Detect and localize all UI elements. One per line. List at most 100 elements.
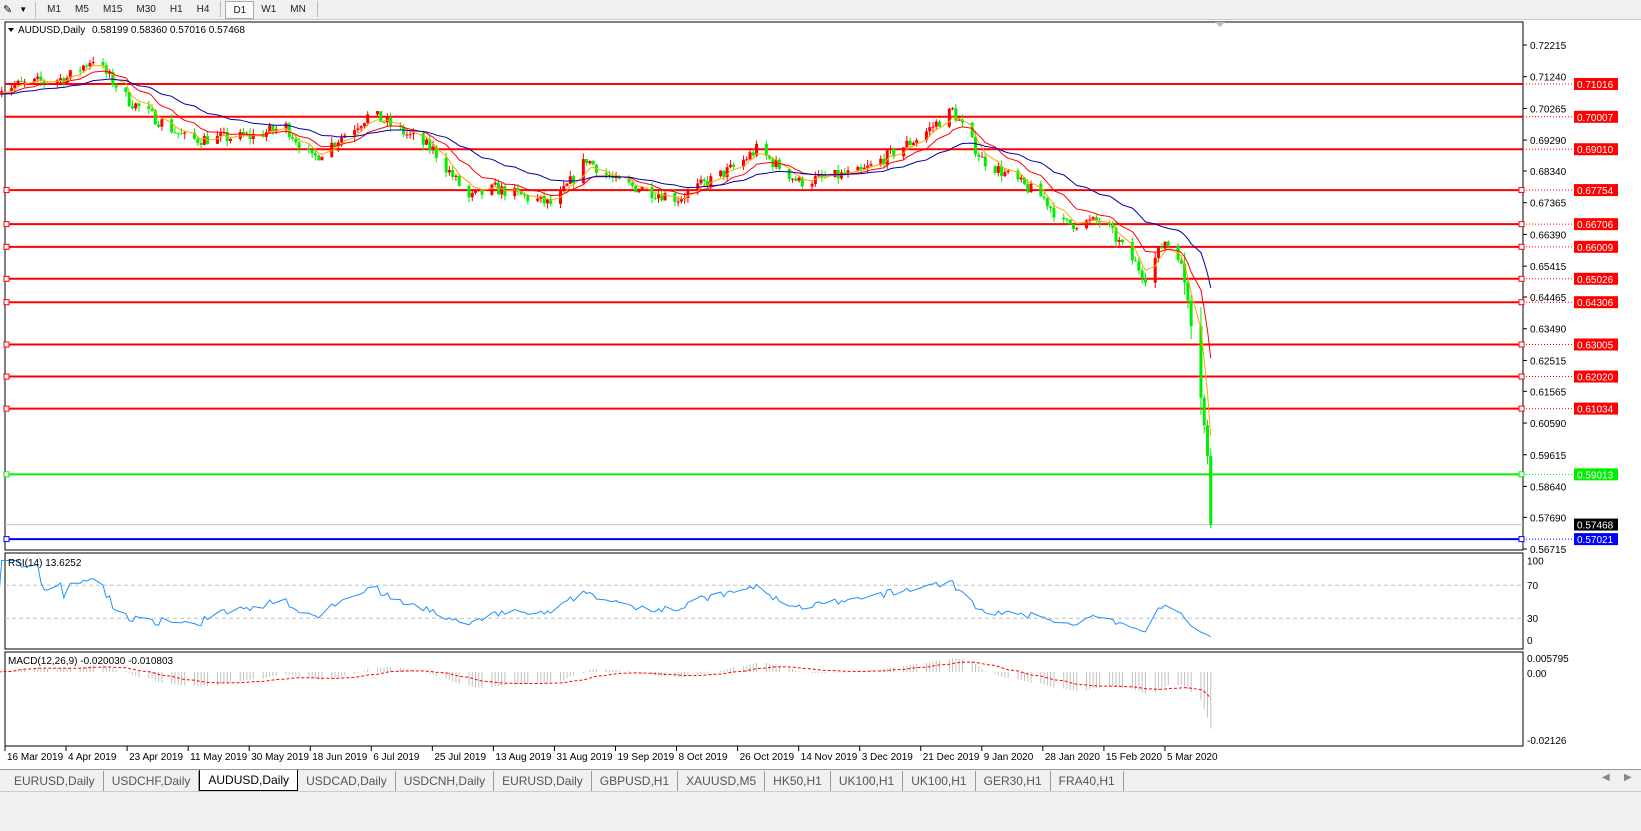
candle-body — [676, 201, 680, 203]
candle-body — [657, 194, 661, 199]
chart-tab[interactable]: XAUUSD,M5 — [678, 771, 766, 791]
candle-body — [634, 185, 638, 193]
chart-tab[interactable]: GER30,H1 — [976, 771, 1051, 791]
candle-body — [310, 149, 314, 154]
candle-body — [755, 143, 759, 156]
candle-body — [545, 199, 549, 204]
timeframe-h1[interactable]: H1 — [169, 3, 183, 15]
timeframe-toolbar: ✎ ▼ M1 M5 M15 M30 H1 H4 D1 W1 MN — [0, 0, 1641, 20]
chart-tab[interactable]: EURUSD,Daily — [6, 771, 104, 791]
timeframe-w1[interactable]: W1 — [261, 3, 277, 15]
level-handle — [3, 536, 10, 543]
chart-tab[interactable]: UK100,H1 — [903, 771, 976, 791]
candle-body — [130, 106, 134, 109]
date-label: 13 Aug 2019 — [495, 752, 552, 763]
candle-body — [228, 138, 232, 142]
candle-body — [1166, 241, 1170, 246]
level-price-tag — [1574, 468, 1618, 481]
level-price-tag — [1574, 143, 1618, 156]
candle-body — [147, 106, 151, 109]
level-handle — [1518, 275, 1525, 282]
candle-body — [500, 186, 504, 195]
level-price-tag — [1574, 240, 1618, 253]
candle-body — [359, 126, 363, 129]
candle-body — [706, 181, 710, 187]
scroll-right-icon[interactable]: ▶ — [1624, 772, 1632, 783]
candle-body — [728, 164, 732, 168]
timeframe-d1[interactable]: D1 — [225, 0, 255, 19]
candle-body — [362, 123, 366, 127]
level-handle — [3, 243, 10, 250]
scroll-left-icon[interactable]: ◀ — [1602, 772, 1610, 783]
candle-body — [356, 128, 360, 130]
timeframe-m1[interactable]: M1 — [47, 3, 62, 15]
chart-tab[interactable]: FRA40,H1 — [1051, 771, 1124, 791]
candle-body — [202, 136, 206, 145]
candle-body — [1042, 196, 1046, 198]
price-tick-label: 0.58640 — [1530, 482, 1567, 493]
candle-body — [170, 119, 174, 133]
candle-body — [0, 91, 4, 95]
candle-body — [274, 129, 278, 132]
candle-body — [382, 121, 386, 123]
level-handle — [1518, 373, 1525, 380]
candle-body — [160, 119, 164, 127]
candle-body — [640, 187, 644, 190]
level-price-label: 0.66009 — [1577, 243, 1614, 254]
chart-tab[interactable]: HK50,H1 — [765, 771, 831, 791]
timeframe-m30[interactable]: M30 — [136, 3, 156, 15]
candle-body — [1039, 183, 1043, 197]
date-label: 31 Aug 2019 — [556, 752, 613, 763]
candle-body — [457, 175, 461, 186]
price-tick-label: 0.70265 — [1530, 104, 1567, 115]
line-tools-icon[interactable]: ✎ — [3, 4, 13, 16]
candle-body — [1006, 170, 1010, 173]
candle-body — [774, 159, 778, 168]
candle-body — [523, 194, 527, 196]
chart-tab[interactable]: USDCAD,Daily — [298, 771, 396, 791]
candle-body — [611, 176, 615, 179]
candle-body — [1163, 241, 1167, 249]
date-label: 18 Jun 2019 — [312, 752, 367, 763]
candle-body — [1202, 397, 1206, 426]
candle-body — [1049, 206, 1053, 208]
candle-body — [1134, 260, 1138, 262]
price-tick-label: 0.62515 — [1530, 356, 1567, 367]
date-label: 14 Nov 2019 — [801, 752, 858, 763]
candle-body — [59, 78, 63, 81]
current-price-label: 0.57468 — [1577, 521, 1614, 532]
price-chart[interactable]: 0.72215 0.71240 0.70265 0.69290 0.68340 0.673… — [0, 20, 1641, 769]
candle-body — [42, 80, 46, 83]
chart-tab[interactable]: EURUSD,Daily — [494, 771, 592, 791]
candle-body — [928, 127, 932, 132]
timeframe-mn[interactable]: MN — [290, 3, 306, 15]
timeframe-m15[interactable]: M15 — [102, 3, 123, 15]
candle-body — [402, 126, 406, 135]
candle-body — [764, 143, 768, 156]
candle-body — [1085, 220, 1089, 229]
candle-body — [85, 65, 89, 67]
timeframe-buttons: M1 M5 M15 M30 H1 H4 D1 W1 MN — [40, 0, 322, 19]
candle-body — [1029, 183, 1033, 193]
candle-body — [411, 133, 415, 135]
chart-tab[interactable]: UK100,H1 — [831, 771, 904, 791]
main-pane-frame — [4, 21, 1524, 551]
candle-body — [353, 129, 357, 136]
chart-tab[interactable]: USDCNH,Daily — [396, 771, 495, 791]
level-price-tag — [1574, 402, 1618, 415]
candle-body — [862, 167, 866, 170]
timeframe-m5[interactable]: M5 — [75, 3, 89, 15]
candle-body — [536, 198, 540, 201]
candle-body — [36, 76, 40, 79]
candle-body — [1186, 282, 1190, 301]
chart-tab[interactable]: GBPUSD,H1 — [592, 771, 679, 791]
price-tick-label: 0.56715 — [1530, 545, 1567, 556]
candle-body — [199, 142, 203, 145]
level-price-label: 0.61034 — [1577, 405, 1614, 416]
chart-tab[interactable]: AUDUSD,Daily — [199, 770, 299, 791]
timeframe-h4[interactable]: H4 — [196, 3, 210, 15]
chart-shift-icon — [1215, 22, 1225, 27]
chart-tab[interactable]: USDCHF,Daily — [104, 771, 200, 791]
date-label: 9 Jan 2020 — [984, 752, 1034, 763]
dropdown-arrow-icon[interactable]: ▼ — [19, 5, 28, 14]
